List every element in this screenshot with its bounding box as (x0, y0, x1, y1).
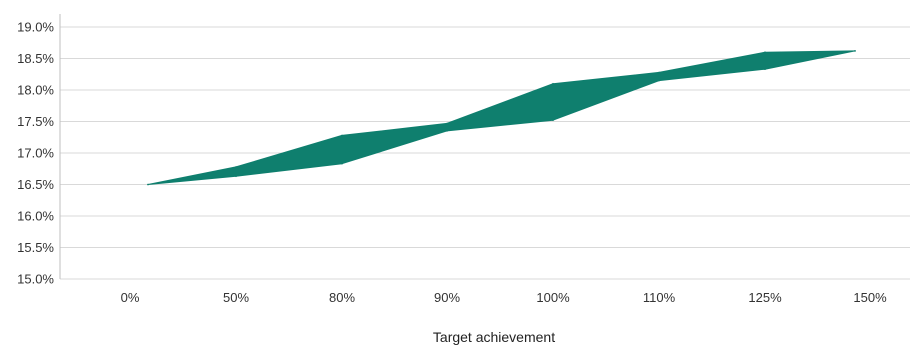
y-tick-label: 18.0% (17, 83, 54, 98)
y-tick-label: 15.5% (17, 240, 54, 255)
series-band-layer (147, 50, 856, 186)
upper-edge-point (764, 51, 766, 53)
x-tick-label: 110% (643, 290, 676, 305)
y-tick-label: 16.5% (17, 177, 54, 192)
y-tick-label: 16.0% (17, 209, 54, 224)
x-axis-tick-labels: 0% 50% 80% 90% 100% 110% 125% 150% (121, 290, 887, 305)
lower-edge-point (147, 183, 149, 186)
lower-edge-point (235, 175, 237, 178)
lower-edge-point (658, 79, 660, 82)
x-tick-label: 50% (223, 290, 249, 305)
x-tick-label: 80% (329, 290, 355, 305)
lower-edge-point (552, 119, 554, 121)
y-tick-label: 15.0% (17, 272, 54, 287)
x-axis-title: Target achievement (433, 329, 555, 345)
y-tick-label: 18.5% (17, 51, 54, 66)
x-tick-label: 0% (121, 290, 140, 305)
upper-edge-point (552, 82, 554, 85)
y-axis-tick-labels: 15.0% 15.5% 16.0% 16.5% 17.0% 17.5% 18.0% 18.5%… (17, 20, 54, 287)
series-band (147, 50, 856, 185)
lower-edge-point (341, 162, 343, 165)
x-tick-label: 100% (536, 290, 570, 305)
y-tick-label: 17.0% (17, 146, 54, 161)
y-tick-label: 19.0% (17, 20, 54, 35)
upper-edge-point (446, 122, 448, 125)
upper-edge-point (235, 166, 237, 168)
lower-edge-point (446, 130, 448, 132)
lower-edge-point (854, 50, 856, 52)
upper-edge-point (658, 71, 660, 74)
y-tick-label: 17.5% (17, 114, 54, 129)
upper-edge-point (341, 134, 343, 137)
x-tick-label: 150% (853, 290, 887, 305)
x-tick-label: 125% (748, 290, 782, 305)
lower-edge-point (764, 68, 766, 70)
x-tick-label: 90% (434, 290, 460, 305)
